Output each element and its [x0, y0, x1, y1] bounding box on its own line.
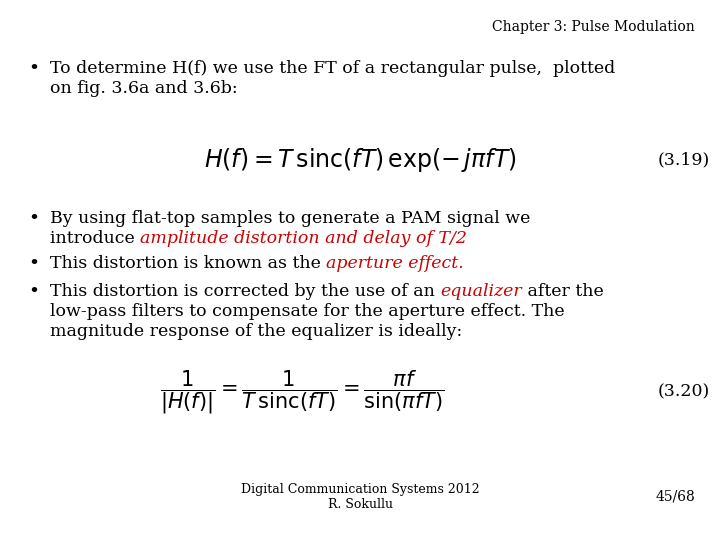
Text: $H(f) = T\,\mathrm{sinc}(fT)\,\exp(-\,j\pi fT)$: $H(f) = T\,\mathrm{sinc}(fT)\,\exp(-\,j\…: [204, 146, 516, 174]
Text: amplitude distortion and delay of T/2: amplitude distortion and delay of T/2: [140, 230, 467, 247]
Text: Chapter 3: Pulse Modulation: Chapter 3: Pulse Modulation: [492, 20, 695, 34]
Text: By using flat-top samples to generate a PAM signal we: By using flat-top samples to generate a …: [50, 210, 531, 227]
Text: $\dfrac{1}{|H(f)|} = \dfrac{1}{T\,\mathrm{sinc}(fT)} = \dfrac{\pi f}{\sin(\pi fT: $\dfrac{1}{|H(f)|} = \dfrac{1}{T\,\mathr…: [160, 368, 445, 416]
Text: •: •: [28, 255, 39, 273]
Text: •: •: [28, 283, 39, 301]
Text: magnitude response of the equalizer is ideally:: magnitude response of the equalizer is i…: [50, 323, 462, 340]
Text: (3.20): (3.20): [658, 383, 710, 401]
Text: Digital Communication Systems 2012: Digital Communication Systems 2012: [240, 483, 480, 496]
Text: To determine H(f) we use the FT of a rectangular pulse,  plotted: To determine H(f) we use the FT of a rec…: [50, 60, 616, 77]
Text: aperture effect.: aperture effect.: [326, 255, 464, 272]
Text: R. Sokullu: R. Sokullu: [328, 497, 392, 510]
Text: after the: after the: [522, 283, 604, 300]
Text: 45/68: 45/68: [655, 490, 695, 504]
Text: •: •: [28, 60, 39, 78]
Text: This distortion is corrected by the use of an: This distortion is corrected by the use …: [50, 283, 441, 300]
Text: on fig. 3.6a and 3.6b:: on fig. 3.6a and 3.6b:: [50, 80, 238, 97]
Text: low-pass filters to compensate for the aperture effect. The: low-pass filters to compensate for the a…: [50, 303, 564, 320]
Text: •: •: [28, 210, 39, 228]
Text: This distortion is known as the: This distortion is known as the: [50, 255, 326, 272]
Text: (3.19): (3.19): [658, 152, 710, 168]
Text: introduce: introduce: [50, 230, 140, 247]
Text: equalizer: equalizer: [441, 283, 522, 300]
